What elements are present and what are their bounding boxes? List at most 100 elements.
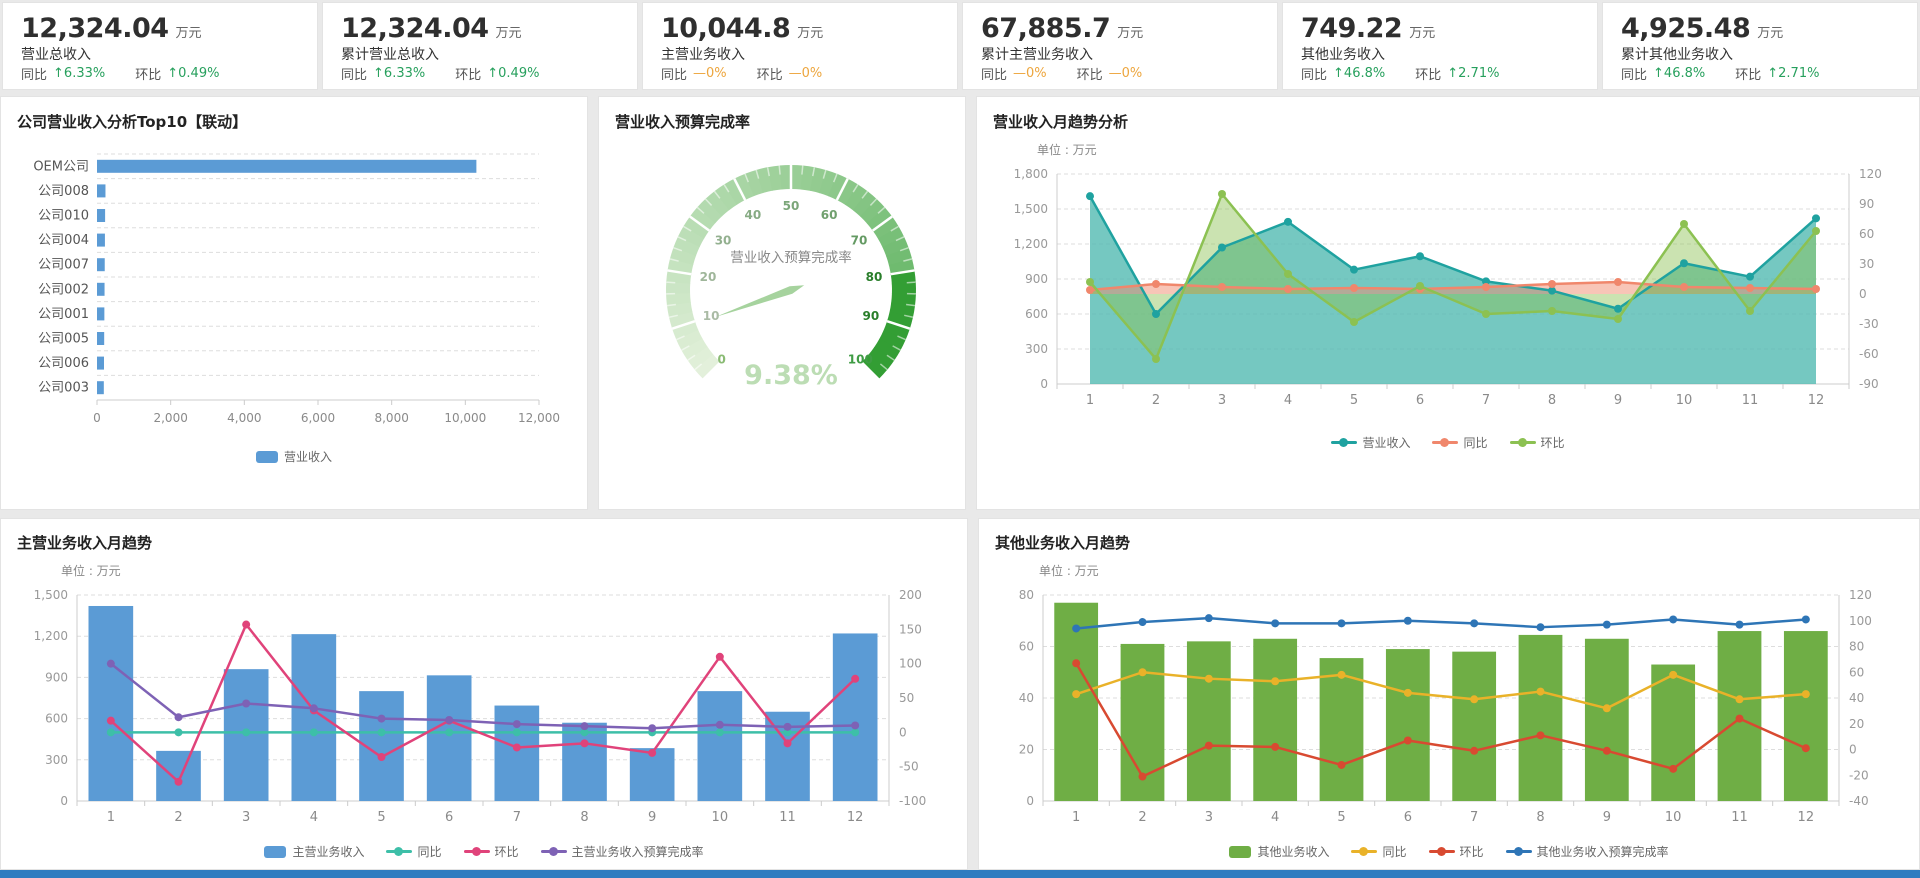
flat-dash-icon: — [1013, 66, 1027, 81]
svg-text:3: 3 [1218, 393, 1226, 408]
main-biz-legend[interactable]: 主营业务收入 同比 环比 主营业务收入预算完成率 [17, 843, 951, 860]
legend-label: 环比 [494, 845, 519, 859]
svg-text:80: 80 [1849, 640, 1864, 654]
svg-text:20: 20 [1849, 717, 1864, 731]
chart-title: 其他业务收入月趋势 [995, 534, 1131, 552]
legend-item[interactable]: 其他业务收入 [1229, 843, 1329, 860]
svg-text:5: 5 [377, 810, 385, 825]
kpi-unit: 万元 [1409, 26, 1436, 41]
kpi-card-main-biz-revenue: 10,044.8 万元 主营业务收入 同比 —0% 环比 —0% [642, 2, 958, 90]
svg-text:公司010: 公司010 [38, 209, 89, 224]
monthly-legend[interactable]: 营业收入 同比 环比 [993, 434, 1903, 451]
yoy-label: 同比 [21, 68, 48, 83]
svg-text:-90: -90 [1859, 377, 1879, 391]
kpi-value: 67,885.7 [981, 13, 1111, 44]
svg-text:12: 12 [1798, 810, 1815, 825]
svg-text:7: 7 [513, 810, 521, 825]
budget-completion-gauge-chart[interactable]: 10 20 30 40 50 60 70 80 90 0 100 营业收入预算完成率 9.38% [615, 132, 951, 484]
yoy-label: 同比 [341, 68, 368, 83]
kpi-unit: 万元 [175, 26, 202, 41]
svg-text:8: 8 [580, 810, 588, 825]
svg-text:80: 80 [866, 270, 883, 284]
other-biz-legend[interactable]: 其他业务收入 同比 环比 其他业务收入预算完成率 [995, 843, 1903, 860]
yoy-value: 6.33% [63, 66, 106, 81]
bottom-strip [0, 870, 1920, 878]
kpi-value: 12,324.04 [341, 13, 489, 44]
svg-text:0: 0 [899, 725, 907, 739]
legend-line-swatch [1351, 846, 1378, 857]
legend-item[interactable]: 主营业务收入 [264, 843, 364, 860]
legend-item[interactable]: 同比 [1351, 843, 1407, 860]
svg-text:60: 60 [1019, 640, 1034, 654]
svg-text:2: 2 [174, 810, 182, 825]
svg-text:12: 12 [847, 810, 864, 825]
svg-text:公司006: 公司006 [38, 356, 89, 371]
unit-label: 单位 : 万元 [61, 564, 121, 578]
svg-text:9: 9 [1614, 393, 1622, 408]
svg-text:公司001: 公司001 [38, 307, 89, 322]
main-biz-bar-line-chart[interactable]: 0 300 600 900 1,200 1,500 -100 -50 0 50 100 150 200 1… [17, 579, 953, 839]
svg-text:40: 40 [745, 208, 762, 222]
up-arrow-icon: ↑ [167, 66, 179, 81]
legend-item[interactable]: 其他业务收入预算完成率 [1505, 843, 1669, 860]
up-arrow-icon: ↑ [1333, 66, 1344, 81]
mom-label: 环比 [1076, 68, 1103, 83]
kpi-value: 12,324.04 [21, 13, 169, 44]
svg-text:600: 600 [1025, 307, 1048, 321]
svg-text:6: 6 [1416, 393, 1424, 408]
svg-text:300: 300 [45, 753, 68, 767]
kpi-value: 10,044.8 [661, 13, 791, 44]
kpi-value: 749.22 [1301, 13, 1403, 44]
svg-text:60: 60 [821, 208, 838, 222]
svg-text:900: 900 [45, 670, 68, 684]
mom-label: 环比 [756, 68, 783, 83]
legend-item[interactable]: 主营业务收入预算完成率 [540, 843, 704, 860]
svg-text:0: 0 [718, 352, 726, 366]
yoy-value: 0% [706, 66, 727, 81]
legend-item[interactable]: 同比 [1432, 434, 1488, 451]
legend-item[interactable]: 环比 [463, 843, 519, 860]
svg-text:7: 7 [1482, 393, 1490, 408]
top10-legend[interactable]: 营业收入 [17, 448, 571, 465]
kpi-value-row: 12,324.04 万元 [21, 13, 299, 44]
kpi-unit: 万元 [495, 26, 522, 41]
svg-text:0: 0 [1040, 377, 1048, 391]
svg-text:100: 100 [899, 657, 922, 671]
svg-text:50: 50 [783, 199, 800, 213]
svg-text:1,200: 1,200 [1014, 237, 1048, 251]
monthly-revenue-line-chart[interactable]: 0 300 600 900 1,200 1,500 1,800 -90 -60 -30 0 30 60 9… [993, 158, 1905, 430]
svg-text:10,000: 10,000 [444, 411, 486, 425]
up-arrow-icon: ↑ [1447, 66, 1459, 81]
legend-label: 其他业务收入预算完成率 [1536, 845, 1669, 859]
kpi-unit: 万元 [1117, 26, 1144, 41]
svg-text:公司002: 公司002 [38, 282, 89, 297]
legend-item[interactable]: 营业收入 [255, 448, 332, 465]
svg-text:300: 300 [1025, 342, 1048, 356]
kpi-card-other-biz-revenue: 749.22 万元 其他业务收入 同比 ↑46.8% 环比 ↑2.71% [1282, 2, 1598, 90]
legend-item[interactable]: 营业收入 [1331, 434, 1410, 451]
svg-text:7: 7 [1470, 810, 1478, 825]
yoy-value: 46.8% [1663, 66, 1706, 81]
svg-text:3: 3 [1205, 810, 1213, 825]
svg-text:-40: -40 [1849, 794, 1869, 808]
svg-text:120: 120 [1859, 167, 1882, 181]
top10-bar-chart[interactable]: 0 2,000 4,000 6,000 8,000 10,000 12,000 OEM公司公司… [17, 142, 573, 444]
svg-text:1,800: 1,800 [1014, 167, 1048, 181]
mom-label: 环比 [1415, 68, 1442, 83]
svg-text:4: 4 [1284, 393, 1292, 408]
up-arrow-icon: ↑ [373, 66, 384, 81]
svg-text:11: 11 [779, 810, 796, 825]
svg-text:OEM公司: OEM公司 [33, 159, 89, 174]
legend-item[interactable]: 同比 [386, 843, 442, 860]
chart-title: 营业收入预算完成率 [615, 113, 751, 131]
svg-text:0: 0 [60, 794, 68, 808]
kpi-card-cum-main-biz-revenue: 67,885.7 万元 累计主营业务收入 同比 —0% 环比 —0% [962, 2, 1278, 90]
svg-text:11: 11 [1731, 810, 1748, 825]
legend-bar-swatch [255, 450, 278, 463]
legend-item[interactable]: 环比 [1428, 843, 1484, 860]
legend-item[interactable]: 环比 [1509, 434, 1565, 451]
svg-text:公司007: 公司007 [38, 258, 89, 273]
svg-text:公司005: 公司005 [38, 332, 89, 347]
svg-text:-100: -100 [899, 794, 926, 808]
